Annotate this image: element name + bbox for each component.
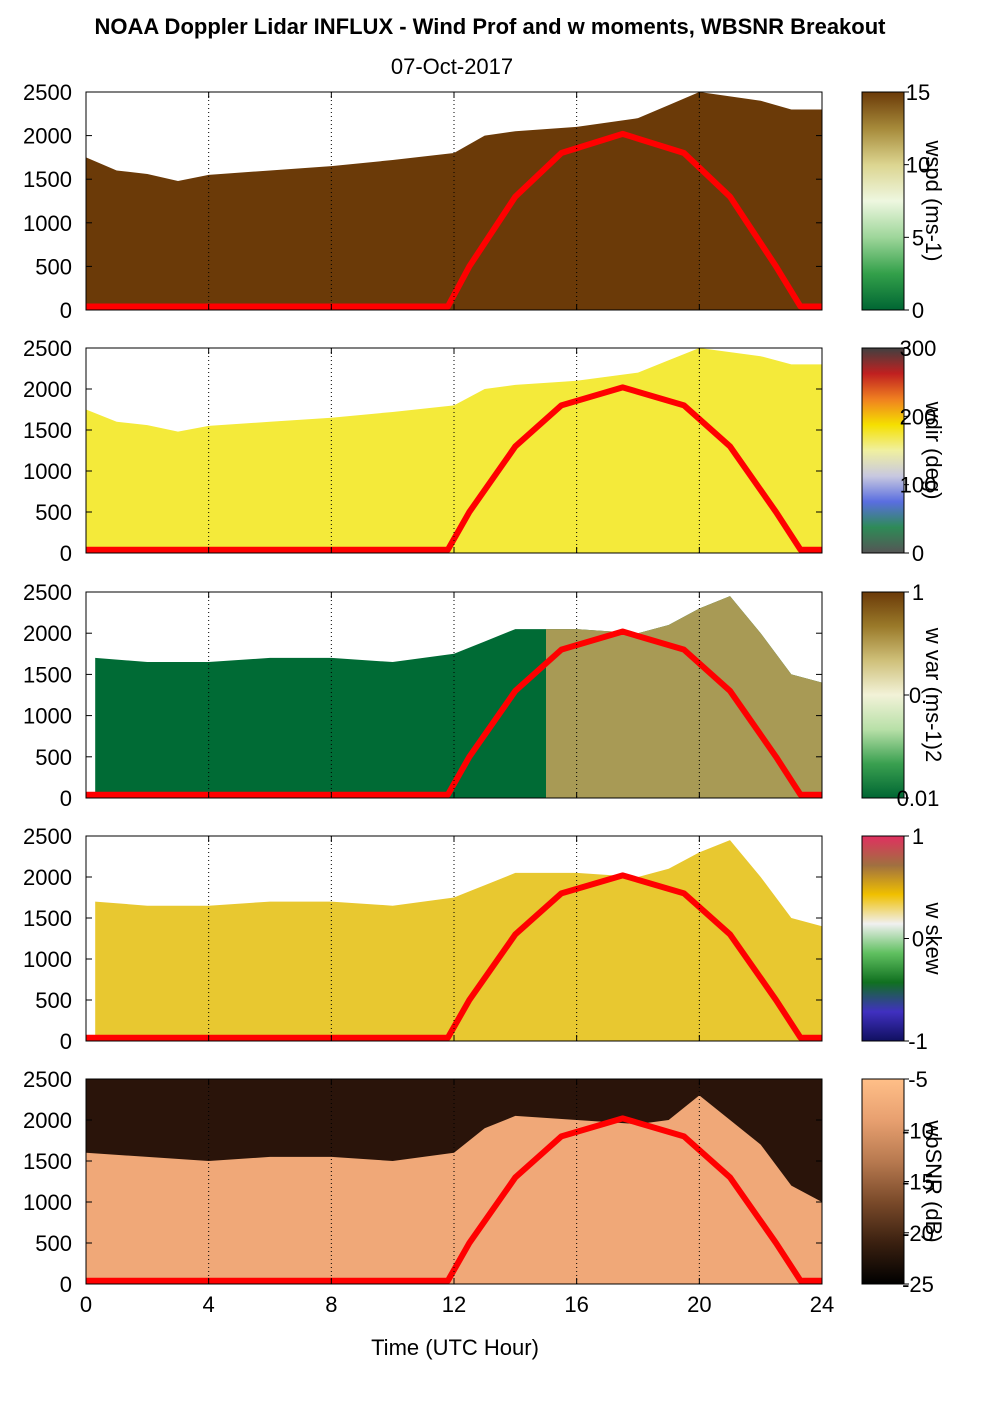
colorbar-tick-label: 0	[912, 541, 924, 566]
y-tick-label: 1000	[23, 947, 72, 972]
y-tick-label: 1500	[23, 1149, 72, 1174]
y-tick-label: 1500	[23, 418, 72, 443]
colorbar-tick-label: -20	[902, 1221, 934, 1246]
colorbar-tick-label: -25	[902, 1272, 934, 1297]
y-tick-label: 500	[35, 500, 72, 525]
data-field-wdir	[86, 348, 822, 553]
colorbar-tick-label: 1	[912, 580, 924, 605]
colorbar-tick-label: -1	[908, 1029, 928, 1054]
y-tick-label: 2500	[23, 580, 72, 605]
turbulent-field-wvar	[546, 596, 822, 798]
plot-area-wbsnr	[86, 1079, 822, 1284]
y-tick-label: 2000	[23, 621, 72, 646]
colorbar-tick-label: 1	[912, 824, 924, 849]
plot-area-wskew	[86, 840, 822, 1041]
y-tick-label: 2000	[23, 865, 72, 890]
x-tick-label: 16	[564, 1292, 588, 1317]
y-tick-label: 0	[60, 541, 72, 566]
colorbar	[861, 91, 905, 311]
overlay-curve	[86, 130, 822, 310]
panel-wvar: 0 500 1000 1500 2000 2500 0.01 0. 1 w var (ms-1)2	[23, 580, 946, 811]
y-tick-label: 2000	[23, 1108, 72, 1133]
overlay-curve	[86, 1115, 822, 1284]
colorbar-label: wbSNR (dB)	[921, 1119, 946, 1242]
y-tick-label: 1000	[23, 211, 72, 236]
colorbar	[861, 347, 905, 554]
y-tick-label: 0	[60, 786, 72, 811]
data-field-wbsnr	[86, 1095, 822, 1284]
y-tick-label: 2500	[23, 80, 72, 105]
x-axis-label: Time (UTC Hour)	[371, 1335, 539, 1360]
x-tick-label: 8	[325, 1292, 337, 1317]
x-tick-label: 4	[203, 1292, 215, 1317]
y-tick-label: 1000	[23, 704, 72, 729]
y-tick-label: 500	[35, 254, 72, 279]
y-tick-label: 1500	[23, 906, 72, 931]
colorbar	[861, 591, 905, 799]
x-tick-label: 20	[687, 1292, 711, 1317]
y-tick-label: 500	[35, 1231, 72, 1256]
y-tick-label: 1000	[23, 1190, 72, 1215]
x-tick-label: 12	[442, 1292, 466, 1317]
y-tick-label: 0	[60, 298, 72, 323]
y-tick-label: 2000	[23, 124, 72, 149]
y-tick-label: 2500	[23, 336, 72, 361]
y-tick-label: 2500	[23, 1067, 72, 1092]
colorbar-tick-label: -5	[908, 1067, 928, 1092]
y-tick-label: 0	[60, 1272, 72, 1297]
colorbar-tick-label: 0	[912, 927, 924, 952]
panel-wdir: 0 500 1000 1500 2000 2500 0 100 200 300 wdir (deg)	[23, 336, 946, 566]
x-tick-label: 0	[80, 1292, 92, 1317]
figure-title: NOAA Doppler Lidar INFLUX - Wind Prof an…	[94, 14, 886, 39]
panel-wbsnr: 0 4 8 12 16 20 24 0 500 1000 1500 2000 2500 -25 -20 -15…	[23, 1067, 946, 1317]
colorbar-tick-label: 10	[906, 153, 930, 178]
colorbar-tick-label: 0	[912, 298, 924, 323]
colorbar-tick-label: 5	[912, 225, 924, 250]
y-tick-label: 2500	[23, 824, 72, 849]
overlay-curve	[86, 872, 822, 1041]
colorbar-label: w skew	[921, 901, 946, 974]
plot-area-wdir	[86, 348, 822, 553]
colorbar-tick-label: 0.01	[897, 786, 940, 811]
y-tick-label: 1500	[23, 662, 72, 687]
colorbar-tick-label: 100	[900, 473, 937, 498]
plot-area-wvar	[86, 596, 822, 798]
colorbar-tick-label: 0.	[909, 683, 927, 708]
colorbar-label: w var (ms-1)2	[921, 627, 946, 762]
colorbar-tick-label: -15	[902, 1170, 934, 1195]
colorbar-label: wdir (deg)	[921, 401, 946, 500]
x-tick-label: 24	[810, 1292, 834, 1317]
y-tick-label: 500	[35, 745, 72, 770]
colorbar-tick-label: 15	[906, 80, 930, 105]
y-tick-label: 0	[60, 1029, 72, 1054]
colorbar-tick-label: 200	[900, 404, 937, 429]
y-tick-label: 2000	[23, 377, 72, 402]
colorbar-tick-label: 300	[900, 336, 937, 361]
overlay-curve	[86, 628, 822, 798]
colorbar	[861, 835, 905, 1042]
colorbar-label: wspd (ms-1)	[921, 139, 946, 261]
panel-wskew: 0 500 1000 1500 2000 2500 -1 0 1 w skew	[23, 824, 946, 1054]
data-field-wskew	[95, 840, 822, 1041]
overlay-curve	[86, 384, 822, 553]
figure-date: 07-Oct-2017	[391, 54, 513, 79]
panel-wspd: 0 500 1000 1500 2000 2500 0 5 10 15 wspd (ms-1)	[23, 80, 946, 323]
colorbar-tick-label: -10	[902, 1118, 934, 1143]
y-tick-label: 1500	[23, 167, 72, 192]
y-tick-label: 1000	[23, 459, 72, 484]
colorbar	[861, 1078, 905, 1285]
y-tick-label: 500	[35, 988, 72, 1013]
